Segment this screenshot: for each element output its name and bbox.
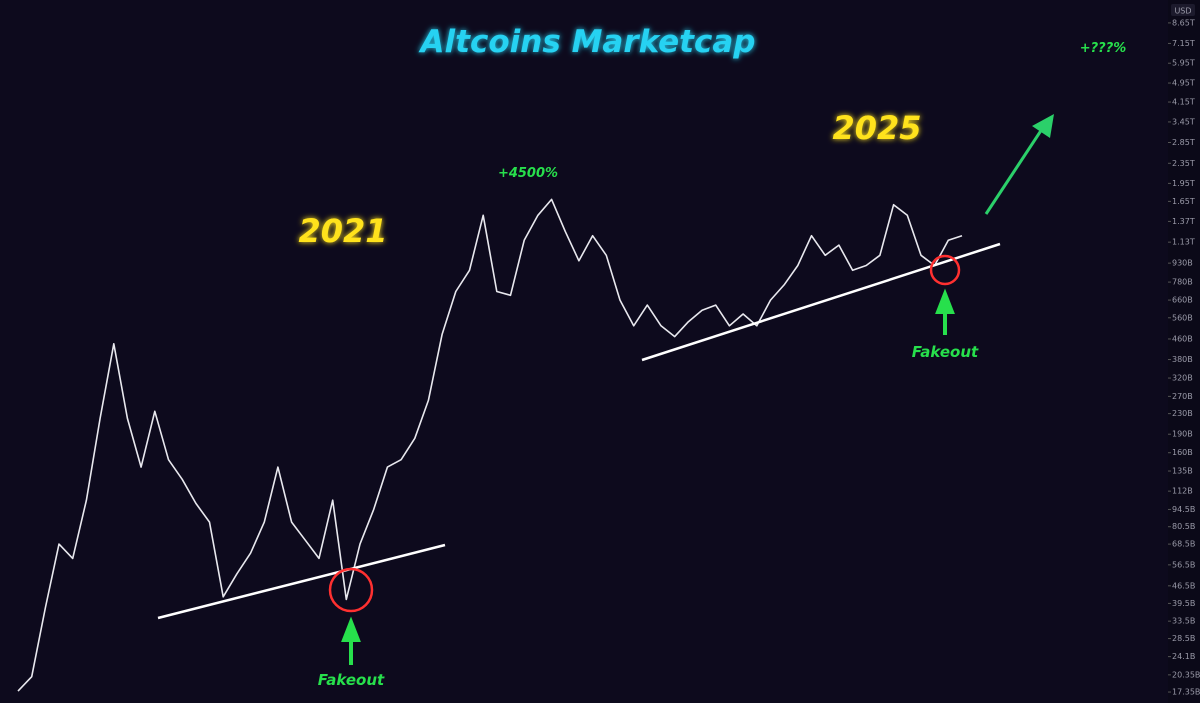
y-tick-label: 94.5B bbox=[1172, 505, 1195, 514]
y-tick-label: 2.35T bbox=[1172, 159, 1195, 168]
y-tick-label: 320B bbox=[1172, 374, 1193, 383]
y-tick-label: 660B bbox=[1172, 296, 1193, 305]
price-axis-panel bbox=[1168, 0, 1200, 703]
y-tick-label: 17.35B bbox=[1172, 688, 1200, 697]
y-tick-label: 8.65T bbox=[1172, 18, 1195, 27]
y-tick-label: 135B bbox=[1172, 467, 1193, 476]
trend-line bbox=[157, 543, 446, 620]
y-tick-label: 80.5B bbox=[1172, 522, 1195, 531]
gain-label: +4500% bbox=[498, 166, 558, 181]
y-tick-label: 1.65T bbox=[1172, 197, 1195, 206]
y-tick-label: 3.45T bbox=[1172, 117, 1195, 126]
fakeout-arrow bbox=[341, 616, 361, 665]
y-tick-label: 2.85T bbox=[1172, 138, 1195, 147]
fakeout-circle bbox=[929, 254, 961, 286]
y-tick-label: 1.13T bbox=[1172, 238, 1195, 247]
y-tick-label: 39.5B bbox=[1172, 599, 1195, 608]
target-arrow-head bbox=[1032, 114, 1054, 138]
y-tick-label: 190B bbox=[1172, 430, 1193, 439]
y-tick-label: 112B bbox=[1172, 487, 1193, 496]
y-tick-label: 56.5B bbox=[1172, 560, 1195, 569]
y-tick-label: 1.95T bbox=[1172, 179, 1195, 188]
y-tick-label: 270B bbox=[1172, 392, 1193, 401]
y-tick-label: 7.15T bbox=[1172, 39, 1195, 48]
y-tick-label: 930B bbox=[1172, 259, 1193, 268]
target-arrow bbox=[984, 125, 1046, 215]
y-tick-label: 230B bbox=[1172, 409, 1193, 418]
trend-line bbox=[641, 242, 1001, 362]
y-tick-label: 46.5B bbox=[1172, 581, 1195, 590]
fakeout-label: Fakeout bbox=[318, 671, 385, 689]
fakeout-circle bbox=[328, 567, 374, 613]
y-tick-label: 380B bbox=[1172, 355, 1193, 364]
y-tick-label: 4.95T bbox=[1172, 79, 1195, 88]
y-tick-label: 160B bbox=[1172, 448, 1193, 457]
y-tick-label: 20.35B bbox=[1172, 670, 1200, 679]
price-line bbox=[17, 198, 963, 692]
currency-box bbox=[1171, 4, 1195, 16]
y-tick-label: 1.37T bbox=[1172, 217, 1195, 226]
chart-title: Altcoins Marketcap bbox=[418, 24, 756, 60]
y-tick-label: 4.15T bbox=[1172, 98, 1195, 107]
y-tick-label: 5.95T bbox=[1172, 59, 1195, 68]
fakeout-label: Fakeout bbox=[912, 343, 979, 361]
y-tick-label: 24.1B bbox=[1172, 652, 1195, 661]
y-tick-label: 33.5B bbox=[1172, 617, 1195, 626]
y-tick-label: 68.5B bbox=[1172, 540, 1195, 549]
year-label: 2021 bbox=[298, 212, 387, 250]
y-tick-label: 780B bbox=[1172, 278, 1193, 287]
gain-label: +???% bbox=[1080, 41, 1127, 56]
y-tick-label: 28.5B bbox=[1172, 634, 1195, 643]
fakeout-arrow bbox=[935, 288, 955, 335]
y-tick-label: 560B bbox=[1172, 313, 1193, 322]
plot bbox=[17, 198, 963, 692]
year-label: 2025 bbox=[832, 109, 921, 147]
y-tick-label: 460B bbox=[1172, 334, 1193, 343]
currency-label: USD bbox=[1174, 7, 1191, 16]
